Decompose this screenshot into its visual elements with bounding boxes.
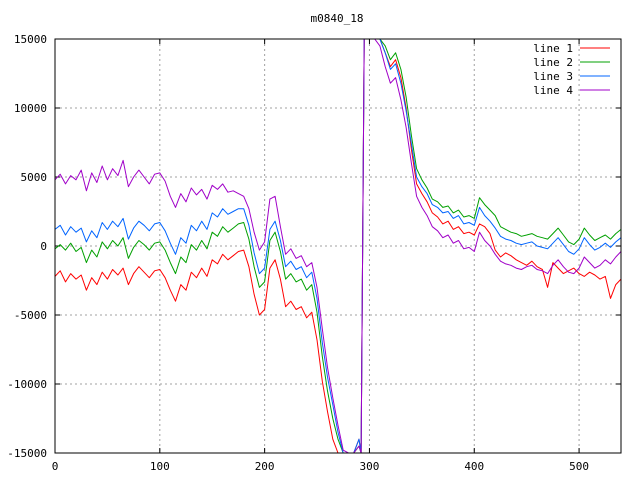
y-tick-label: -5000: [14, 309, 47, 322]
axis-ticks: 0 100 200 300 400 500 -15000 -10000 -5000 0 5000 10…: [7, 33, 621, 473]
x-tick-label: 300: [360, 460, 380, 473]
legend-label-4: line 4: [533, 84, 573, 97]
x-tick-label: 100: [150, 460, 170, 473]
y-tick-label: 5000: [21, 171, 48, 184]
series-lines: [55, 39, 621, 453]
chart-title: m0840_18: [311, 12, 364, 25]
grid: [55, 39, 621, 453]
x-tick-label: 400: [464, 460, 484, 473]
y-tick-label: -15000: [7, 447, 47, 460]
series-line-1: [55, 39, 621, 453]
y-tick-label: -10000: [7, 378, 47, 391]
series-line-3: [55, 39, 621, 453]
y-tick-label: 0: [40, 240, 47, 253]
plot-frame: [54, 38, 622, 454]
legend-label-3: line 3: [533, 70, 573, 83]
series-line-2: [55, 39, 621, 453]
x-tick-label: 0: [52, 460, 59, 473]
series-line-4: [55, 39, 621, 453]
legend-label-2: line 2: [533, 56, 573, 69]
x-tick-label: 500: [569, 460, 589, 473]
x-tick-label: 200: [255, 460, 275, 473]
legend-label-1: line 1: [533, 42, 573, 55]
y-tick-label: 15000: [14, 33, 47, 46]
y-tick-label: 10000: [14, 102, 47, 115]
